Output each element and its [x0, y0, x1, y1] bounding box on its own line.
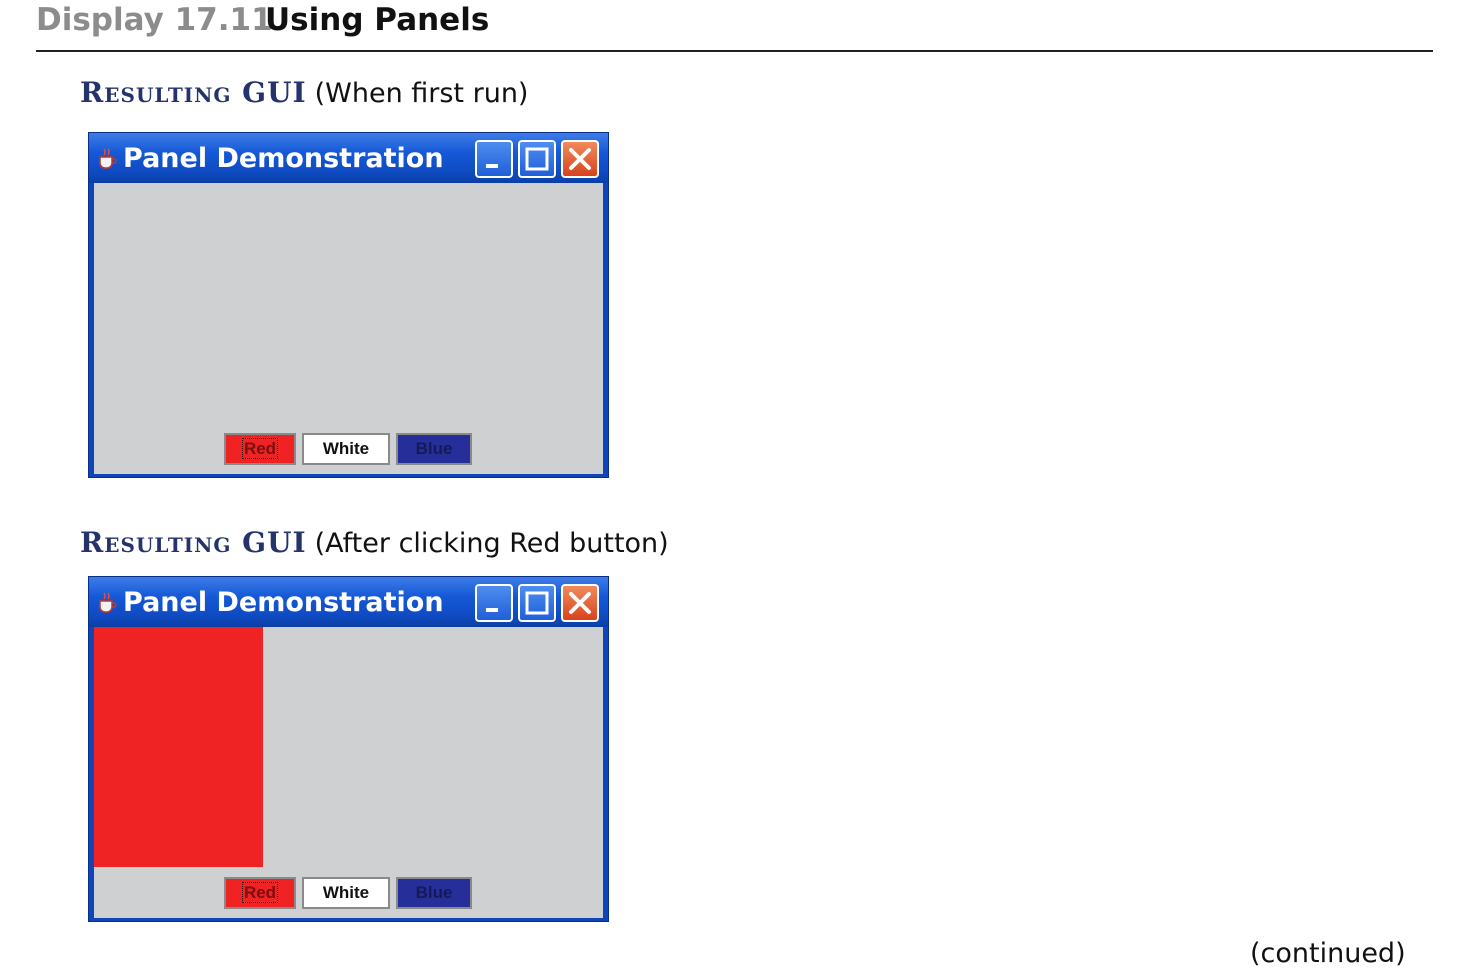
red-button-label: Red: [241, 882, 279, 903]
red-button[interactable]: Red: [224, 877, 296, 909]
red-button-label: Red: [241, 438, 279, 459]
close-icon: [569, 592, 591, 614]
blue-button[interactable]: Blue: [396, 877, 472, 909]
minimize-button[interactable]: [475, 584, 513, 622]
panel-demo-window-first-run: Panel Demonstration Red White Blue: [88, 132, 609, 478]
maximize-icon: [525, 147, 549, 171]
window-titlebar[interactable]: Panel Demonstration: [89, 133, 608, 183]
display-header: Display 17.11 Using Panels: [36, 0, 1433, 52]
section-heading-label: Resulting GUI: [80, 76, 307, 109]
white-button[interactable]: White: [302, 877, 390, 909]
maximize-icon: [525, 591, 549, 615]
close-button[interactable]: [561, 584, 599, 622]
section-heading-label: Resulting GUI: [80, 526, 307, 559]
section-heading-first-run: Resulting GUI (When first run): [80, 76, 528, 116]
minimize-button[interactable]: [475, 140, 513, 178]
window-titlebar[interactable]: Panel Demonstration: [89, 577, 608, 627]
window-title: Panel Demonstration: [123, 587, 444, 618]
content-pane: Red White Blue: [94, 627, 603, 918]
section-note: (When first run): [314, 78, 529, 109]
section-heading-after-red: Resulting GUI (After clicking Red button): [80, 526, 669, 566]
maximize-button[interactable]: [518, 140, 556, 178]
close-icon: [569, 148, 591, 170]
window-title: Panel Demonstration: [123, 143, 444, 174]
panel-demo-window-after-red: Panel Demonstration Red White Blue: [88, 576, 609, 922]
java-cup-icon: [99, 592, 117, 613]
header-rule: [36, 50, 1433, 52]
continued-note: (continued): [1250, 938, 1406, 969]
minimize-icon: [486, 608, 498, 612]
red-button[interactable]: Red: [224, 433, 296, 465]
display-title: Using Panels: [265, 2, 490, 38]
minimize-icon: [486, 164, 498, 168]
blue-button[interactable]: Blue: [396, 433, 472, 465]
maximize-button[interactable]: [518, 584, 556, 622]
close-button[interactable]: [561, 140, 599, 178]
section-note: (After clicking Red button): [314, 528, 669, 559]
red-panel: [94, 627, 263, 867]
display-number: Display 17.11: [36, 2, 273, 38]
content-pane: Red White Blue: [94, 183, 603, 474]
java-cup-icon: [99, 148, 117, 169]
white-button[interactable]: White: [302, 433, 390, 465]
